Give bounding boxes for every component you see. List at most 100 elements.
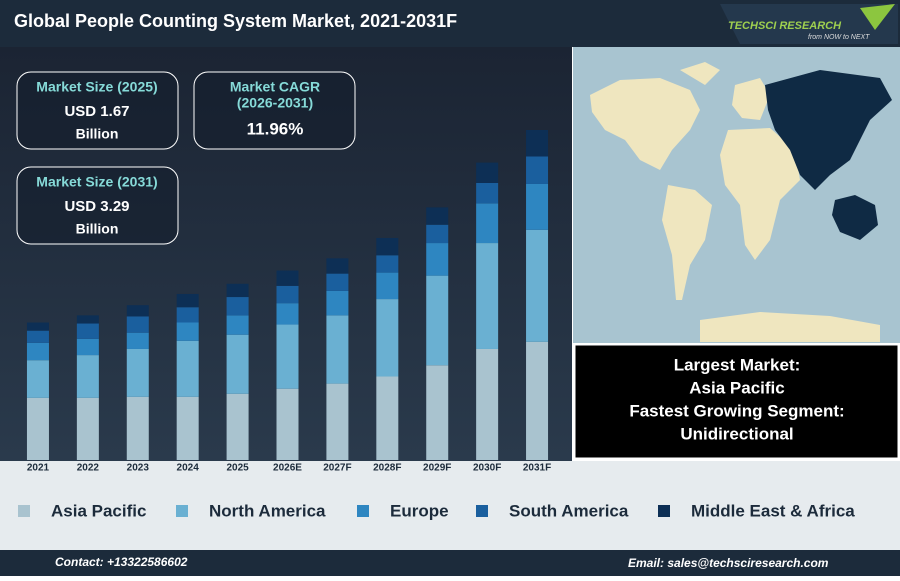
- bar-segment: [326, 383, 349, 460]
- bar-segment: [176, 396, 199, 460]
- bar-segment: [126, 332, 149, 349]
- logo-bg: [720, 4, 898, 44]
- bar-segment: [276, 303, 299, 325]
- bar-segment: [276, 285, 299, 304]
- bar-segment: [226, 334, 249, 394]
- x-tick-label: 2029F: [423, 463, 451, 474]
- highlight-text: Largest Market:: [674, 355, 801, 374]
- contact: Contact: +13322586602: [55, 555, 188, 569]
- bar-segment: [176, 307, 199, 323]
- x-tick-label: 2023: [127, 463, 150, 474]
- legend-swatch: [176, 505, 188, 517]
- x-tick-label: 2024: [177, 463, 200, 474]
- card-value: USD 3.29: [64, 198, 129, 215]
- bar-segment: [126, 396, 149, 460]
- logo-mark: [860, 4, 895, 30]
- card: [193, 71, 356, 150]
- card-unit: Billion: [76, 126, 119, 142]
- x-tick-label: 2027F: [323, 463, 351, 474]
- bar-segment: [426, 207, 449, 225]
- highlight-text: Fastest Growing Segment:: [629, 401, 844, 420]
- logo: TECHSCI RESEARCH: [728, 20, 842, 32]
- legend-swatch: [18, 505, 30, 517]
- bar-segment: [426, 275, 449, 366]
- bar-segment: [476, 203, 499, 244]
- legend-label: North America: [209, 501, 326, 520]
- legend-band: [0, 461, 900, 550]
- card-label: Market Size (2031): [36, 174, 157, 190]
- legend-label: Middle East & Africa: [691, 501, 855, 520]
- x-tick-label: 2028F: [373, 463, 401, 474]
- highlight-text: Asia Pacific: [689, 378, 784, 397]
- world-map: [590, 62, 892, 342]
- bar-segment: [376, 255, 399, 273]
- bar-segment: [526, 156, 549, 184]
- bar-segment: [76, 323, 99, 339]
- bar-segment: [26, 397, 49, 460]
- x-tick-label: 2026E: [273, 463, 302, 474]
- bar-segment: [276, 324, 299, 389]
- bar-segment: [426, 224, 449, 244]
- bar-segment: [476, 162, 499, 183]
- bar-segment: [176, 293, 199, 308]
- x-tick-label: 2031F: [523, 463, 551, 474]
- bar-segment: [276, 270, 299, 286]
- x-tick-label: 2021: [27, 463, 50, 474]
- highlight-box: [574, 344, 899, 459]
- bar-segment: [326, 290, 349, 316]
- bar-segment: [26, 342, 49, 361]
- bar-segment: [226, 393, 249, 460]
- legend-label: Europe: [390, 501, 449, 520]
- legend-label: Asia Pacific: [51, 501, 146, 520]
- bar-segment: [326, 258, 349, 274]
- card-period: (2026-2031): [237, 95, 313, 111]
- card-value: 11.96%: [247, 119, 304, 138]
- bar-segment: [326, 315, 349, 384]
- bar-segment: [226, 283, 249, 298]
- email: Email: sales@techsciresearch.com: [628, 556, 829, 570]
- bar-segment: [476, 243, 499, 349]
- bar-segment: [476, 182, 499, 204]
- card-value: USD 1.67: [64, 103, 129, 120]
- bar-segment: [476, 348, 499, 460]
- bar-segment: [376, 376, 399, 460]
- footer-bar: [0, 550, 900, 576]
- bar-segment: [326, 273, 349, 291]
- bar-segment: [76, 397, 99, 460]
- legend-swatch: [658, 505, 670, 517]
- bar-segment: [26, 322, 49, 331]
- bar-segment: [526, 130, 549, 157]
- tagline: from NOW to NEXT: [808, 34, 870, 41]
- legend-swatch: [476, 505, 488, 517]
- bar-segment: [176, 322, 199, 341]
- legend-label: South America: [509, 501, 629, 520]
- bar-segment: [226, 315, 249, 335]
- card-label: Market Size (2025): [36, 79, 157, 95]
- x-tick-label: 2025: [226, 463, 249, 474]
- bar-segment: [126, 316, 149, 333]
- bar-segment: [126, 348, 149, 397]
- title: Global People Counting System Market, 20…: [14, 11, 457, 31]
- card: [16, 71, 179, 150]
- bar-segment: [526, 229, 549, 342]
- bar-segment: [376, 237, 399, 256]
- bar-segment: [526, 341, 549, 460]
- bar-segment: [76, 315, 99, 324]
- highlight-text: Unidirectional: [680, 424, 793, 443]
- bar-segment: [276, 388, 299, 460]
- card-unit: Billion: [76, 221, 119, 237]
- bar-segment: [26, 330, 49, 343]
- bar-segment: [426, 243, 449, 276]
- bar-segment: [176, 340, 199, 397]
- bar-segment: [376, 299, 399, 377]
- bar-segment: [126, 305, 149, 317]
- legend-swatch: [357, 505, 369, 517]
- bar-segment: [426, 365, 449, 460]
- bar-segment: [26, 360, 49, 398]
- x-tick-label: 2030F: [473, 463, 501, 474]
- card: [16, 166, 179, 245]
- bar-segment: [76, 338, 99, 356]
- x-tick-label: 2022: [77, 463, 100, 474]
- bar-segment: [76, 355, 99, 398]
